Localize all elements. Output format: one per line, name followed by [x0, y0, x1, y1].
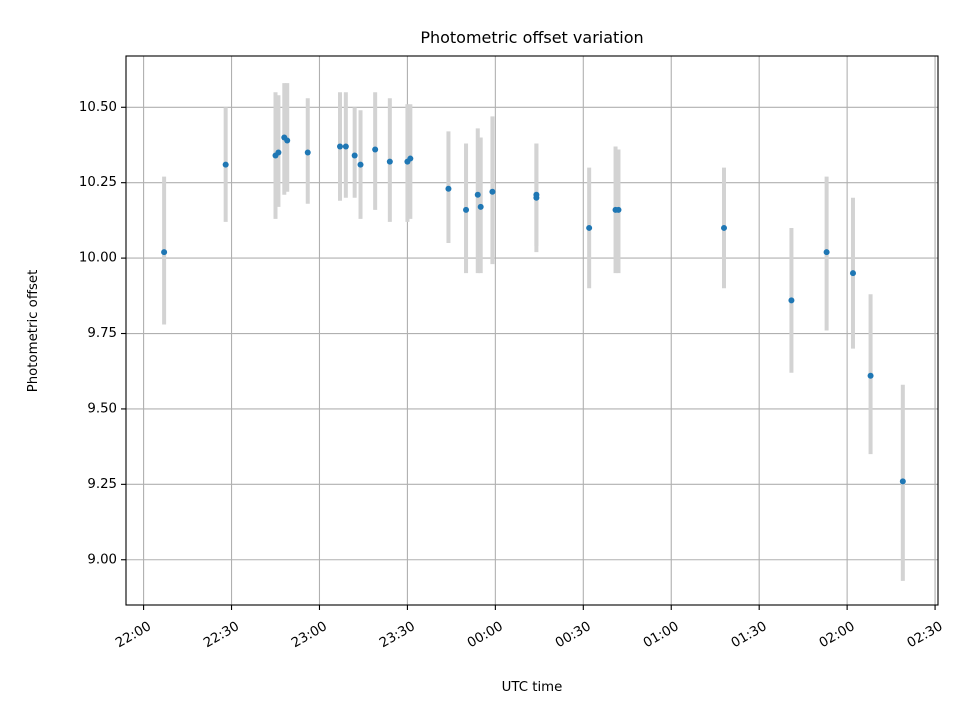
- data-point: [474, 191, 481, 198]
- data-point: [463, 206, 470, 213]
- y-tick-label: 9.00: [87, 552, 117, 567]
- data-point: [284, 137, 291, 144]
- data-point: [336, 143, 343, 150]
- data-point: [788, 297, 795, 304]
- data-point: [867, 372, 874, 379]
- data-point: [222, 161, 229, 168]
- y-tick-label: 10.25: [79, 175, 117, 190]
- data-point: [899, 478, 906, 485]
- data-point: [586, 224, 593, 231]
- grid: [126, 56, 938, 605]
- x-axis-label: UTC time: [502, 680, 563, 695]
- data-point: [342, 143, 349, 150]
- data-point: [721, 224, 728, 231]
- plot-frame: [125, 55, 939, 606]
- data-point: [849, 270, 856, 277]
- data-point: [357, 161, 364, 168]
- data-point: [161, 249, 168, 256]
- data-points: [161, 134, 906, 485]
- data-point: [275, 149, 282, 156]
- data-point: [823, 249, 830, 256]
- y-tick-label: 9.75: [87, 326, 117, 341]
- data-point: [386, 158, 393, 165]
- data-point: [489, 188, 496, 195]
- y-axis-label: Photometric offset: [26, 270, 41, 393]
- data-point: [533, 191, 540, 198]
- y-tick-label: 9.50: [87, 401, 117, 416]
- data-point: [615, 206, 622, 213]
- y-tick-label: 10.00: [79, 251, 117, 266]
- data-point: [351, 152, 358, 159]
- data-point: [445, 185, 452, 192]
- y-axis-ticks: 9.00 9.25 9.50 9.75 10.00 10.25 10.50: [79, 100, 126, 567]
- data-point: [372, 146, 379, 153]
- y-tick-label: 10.50: [79, 100, 117, 115]
- y-tick-label: 9.25: [87, 477, 117, 492]
- data-point: [477, 203, 484, 210]
- chart-title: Photometric offset variation: [420, 28, 643, 47]
- data-point: [407, 155, 414, 162]
- data-point: [304, 149, 311, 156]
